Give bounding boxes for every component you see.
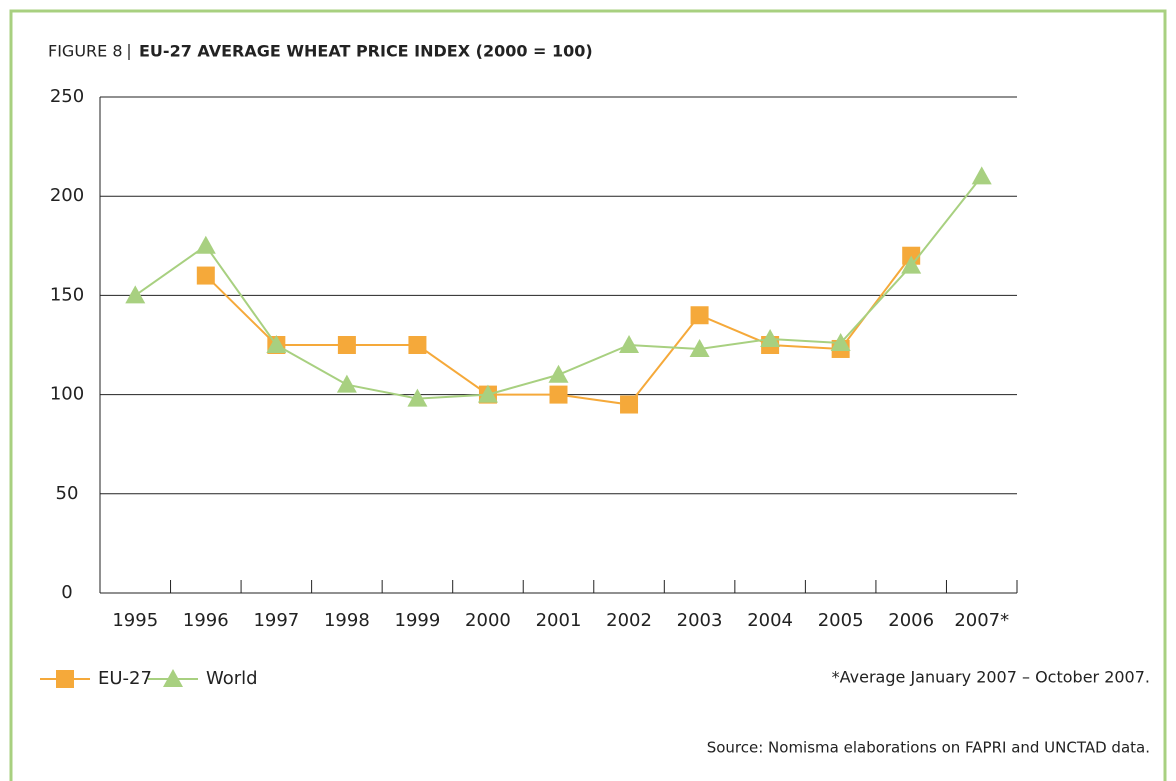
marker	[689, 338, 710, 357]
marker	[901, 255, 922, 274]
marker	[408, 336, 427, 354]
marker	[266, 335, 287, 353]
marker	[195, 235, 216, 254]
y-tick-label: 150	[50, 284, 84, 305]
marker	[56, 670, 74, 688]
marker	[971, 166, 992, 185]
marker	[125, 285, 146, 304]
marker	[830, 333, 851, 352]
marker	[548, 364, 569, 383]
chart-title: EU-27 AVERAGE WHEAT PRICE INDEX (2000 = …	[139, 42, 593, 61]
x-tick-label: 2006	[888, 610, 934, 631]
x-tick-label: 2007*	[954, 610, 1009, 631]
x-tick-label: 2002	[606, 610, 652, 631]
x-tick-label: 1997	[253, 610, 299, 631]
marker	[760, 329, 781, 348]
y-tick-label: 50	[56, 483, 79, 504]
y-tick-label: 200	[50, 185, 84, 206]
x-tick-label: 2000	[465, 610, 511, 631]
x-tick-label: 2001	[536, 610, 582, 631]
y-tick-label: 0	[61, 582, 72, 603]
marker	[196, 266, 215, 285]
marker	[337, 336, 356, 354]
marker	[407, 388, 428, 407]
frame	[9, 9, 1167, 781]
x-tick-label: 2005	[818, 610, 864, 631]
marker	[690, 306, 709, 325]
figure-label: FIGURE 8	[48, 42, 123, 61]
legend-label: World	[206, 668, 258, 689]
marker	[163, 669, 183, 687]
x-tick-label: 1998	[324, 610, 370, 631]
x-tick-label: 1999	[395, 610, 441, 631]
x-tick-label: 2004	[747, 610, 793, 631]
y-tick-label: 100	[50, 384, 84, 405]
footnote: *Average January 2007 – October 2007.	[832, 668, 1150, 687]
x-tick-label: 1995	[112, 610, 158, 631]
marker	[619, 335, 640, 353]
marker	[477, 384, 498, 403]
marker	[336, 374, 357, 393]
y-tick-label: 250	[50, 86, 84, 107]
marker	[620, 395, 639, 414]
x-tick-label: 1996	[183, 610, 229, 631]
marker	[549, 385, 568, 404]
x-tick-label: 2003	[677, 610, 723, 631]
source: Source: Nomisma elaborations on FAPRI an…	[707, 739, 1150, 757]
legend-label: EU-27	[98, 668, 152, 689]
